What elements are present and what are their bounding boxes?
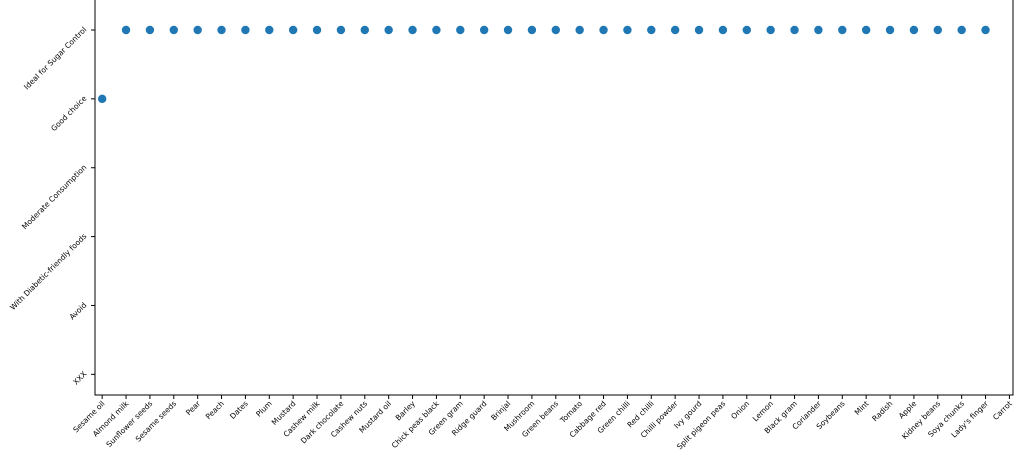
x-tick-label: Onion <box>729 399 751 421</box>
point <box>121 25 131 35</box>
x-tick-label: Dates <box>228 399 250 421</box>
point <box>384 25 393 35</box>
point <box>981 25 990 35</box>
point <box>670 25 680 35</box>
point <box>312 25 322 35</box>
point <box>885 25 895 35</box>
point <box>503 25 513 35</box>
x-tick-label: Plum <box>254 399 274 419</box>
point <box>145 25 155 35</box>
point <box>217 25 226 35</box>
x-tick-label: Pear <box>184 398 203 417</box>
point <box>456 25 465 35</box>
y-tick-label: Avoid <box>67 300 88 321</box>
point <box>694 25 704 35</box>
point <box>169 25 178 35</box>
point <box>265 25 274 35</box>
point <box>742 25 751 35</box>
y-tick-label: With Diabetic-friendly foods <box>8 232 88 312</box>
y-tick-label: Good choice <box>49 94 88 133</box>
y-tick-label: XXX <box>71 369 88 386</box>
point <box>527 25 537 35</box>
point <box>97 94 107 104</box>
point <box>766 25 775 35</box>
x-tick-label: Radish <box>870 399 894 423</box>
point <box>575 25 584 35</box>
point <box>933 25 942 35</box>
point <box>241 25 250 35</box>
point <box>551 25 560 35</box>
point <box>838 25 847 35</box>
point <box>718 25 728 35</box>
point <box>432 25 441 35</box>
y-tick-label: Moderate Consumption <box>20 163 89 232</box>
point <box>623 25 632 35</box>
point <box>336 25 346 35</box>
point <box>814 25 823 35</box>
point <box>288 25 298 35</box>
point <box>861 25 871 35</box>
x-tick-label: Carrot <box>991 399 1014 422</box>
point <box>479 25 489 35</box>
point <box>193 25 202 35</box>
point <box>408 25 417 35</box>
point <box>957 25 966 35</box>
x-tick-label: Mint <box>853 399 871 417</box>
point <box>647 25 656 35</box>
x-tick-label: Peach <box>204 399 226 421</box>
point <box>909 25 919 35</box>
point <box>599 25 608 35</box>
point <box>360 25 369 35</box>
x-tick-label: Apple <box>897 399 919 421</box>
point <box>790 25 799 35</box>
y-tick-label: Ideal for Sugar Control <box>22 25 88 91</box>
plot-frame <box>94 0 1014 396</box>
